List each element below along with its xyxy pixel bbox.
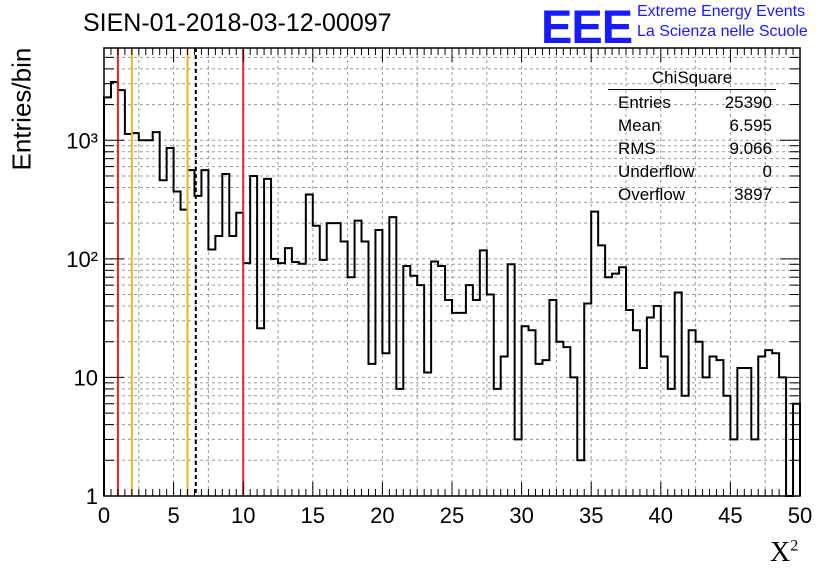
x-axis-label: X2 (770, 537, 799, 568)
stats-row: Entries 25390 (608, 91, 776, 114)
axes-layer (103, 47, 801, 497)
stats-value: 25390 (724, 93, 772, 112)
x-tick-label: 35 (579, 503, 603, 528)
x-tick-label: 40 (649, 503, 673, 528)
stats-row: Mean 6.595 (608, 114, 776, 137)
stats-label: RMS (618, 139, 656, 158)
x-tick-label: 50 (788, 503, 812, 528)
stats-box: ChiSquare Entries 25390 Mean 6.595 RMS 9.06… (608, 68, 776, 206)
stats-label: Mean (618, 116, 661, 135)
stats-value: 6.595 (729, 116, 772, 135)
y-tick-label: 1 (86, 484, 98, 509)
eee-logo: EEE (541, 0, 633, 53)
y-tick-label: 10² (66, 247, 98, 272)
x-tick-label: 30 (509, 503, 533, 528)
logo-line-2: La Scienza nelle Scuole (637, 23, 808, 40)
plot-title: SIEN-01-2018-03-12-00097 (83, 9, 392, 37)
stats-title: ChiSquare (608, 68, 776, 90)
histogram-steps (103, 81, 801, 497)
stats-row: Overflow 3897 (608, 183, 776, 206)
y-axis-label: Entries/bin (6, 47, 37, 171)
marker-lines-layer (116, 48, 245, 496)
x-tick-label: 5 (167, 503, 179, 528)
x-tick-label: 0 (98, 503, 110, 528)
logo-line-1: Extreme Energy Events (637, 3, 806, 20)
stats-label: Underflow (618, 162, 695, 181)
x-tick-label: 20 (370, 503, 394, 528)
y-tick-label: 10 (74, 365, 98, 390)
y-tick-label: 10³ (66, 128, 98, 153)
stats-value: 9.066 (729, 139, 772, 158)
stats-label: Overflow (618, 185, 686, 204)
x-tick-label: 15 (301, 503, 325, 528)
tick-labels-layer: 0 5 10 15 20 25 30 35 40 45 50 1 10 10² 10³ (66, 128, 812, 528)
x-tick-label: 25 (440, 503, 464, 528)
stats-label: Entries (618, 93, 671, 112)
stats-value: 0 (762, 162, 772, 181)
grid-layer (104, 48, 800, 496)
stats-value: 3897 (734, 185, 772, 204)
x-tick-label: 45 (718, 503, 742, 528)
stats-row: Underflow 0 (608, 160, 776, 183)
stats-row: RMS 9.066 (608, 137, 776, 160)
x-tick-label: 10 (231, 503, 255, 528)
histogram-layer (103, 81, 801, 497)
